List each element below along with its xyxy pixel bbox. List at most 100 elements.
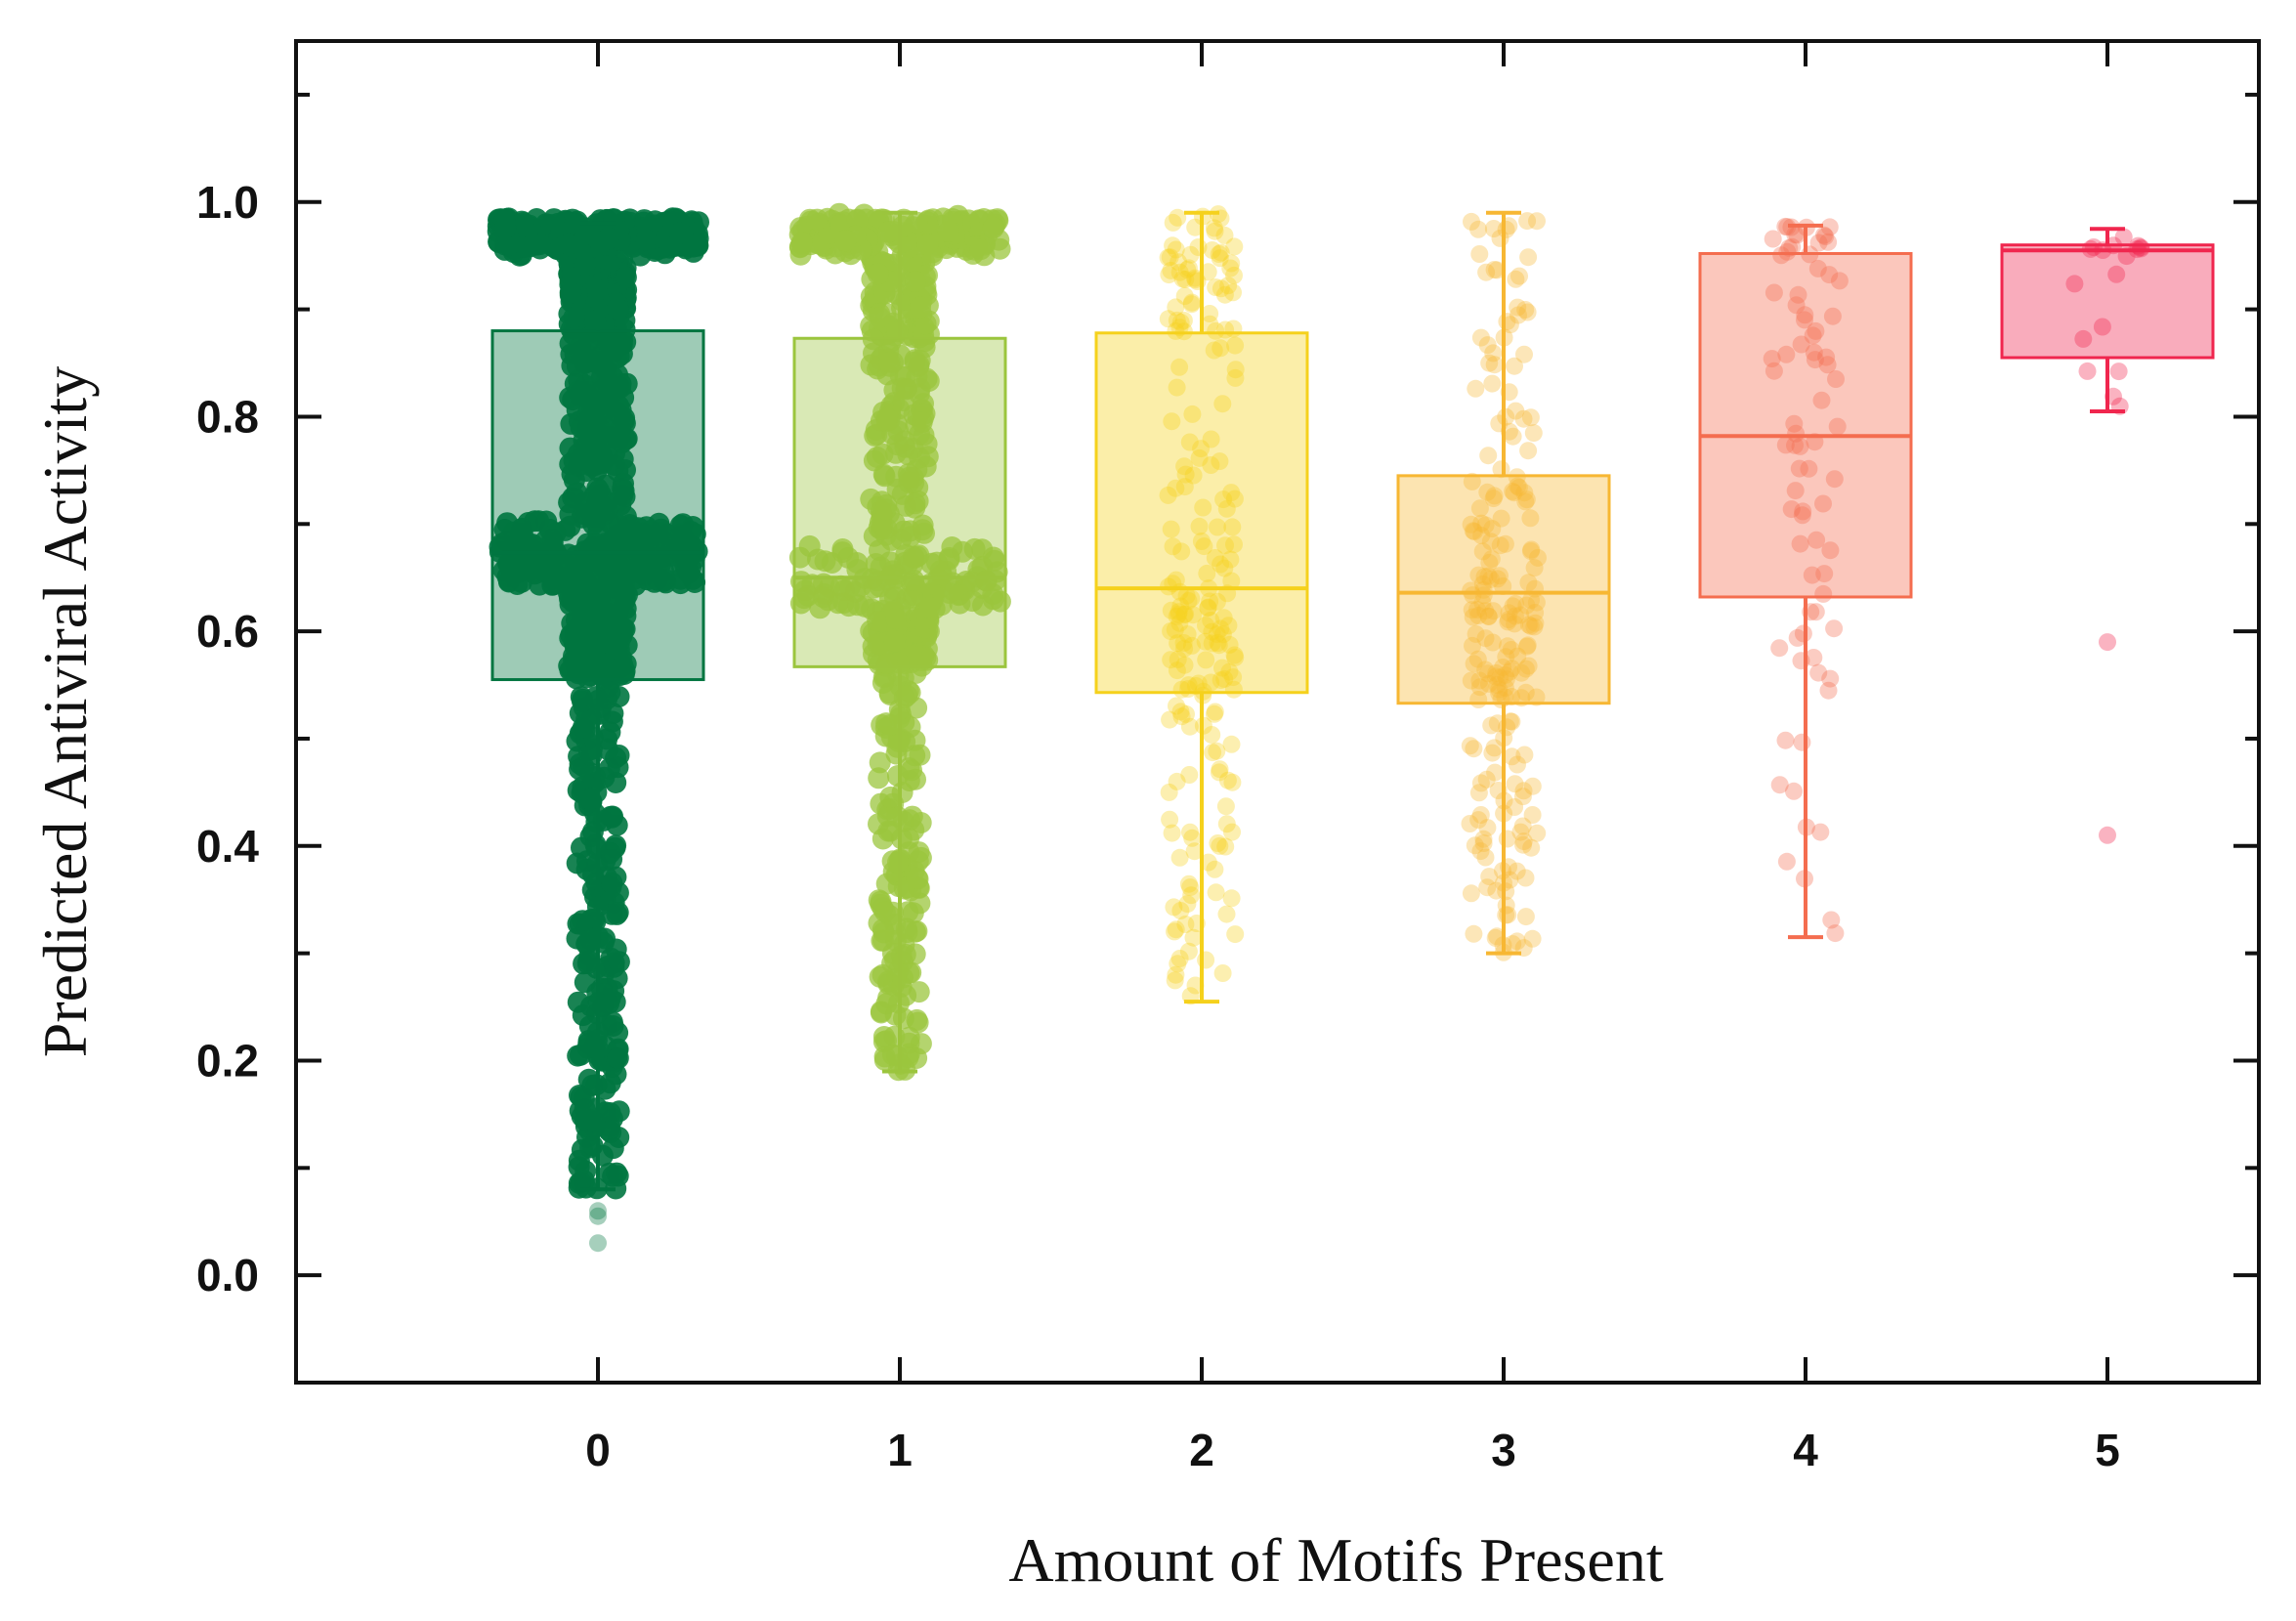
data-point — [676, 550, 699, 573]
data-point — [574, 583, 597, 606]
data-point — [1202, 456, 1220, 474]
data-point — [1166, 620, 1184, 639]
data-point — [814, 550, 836, 573]
data-point — [1222, 254, 1241, 273]
data-point — [910, 812, 932, 833]
data-point — [1215, 285, 1234, 304]
data-point — [1199, 853, 1217, 872]
data-point — [1172, 542, 1191, 561]
data-point — [608, 951, 630, 973]
data-point — [607, 1021, 629, 1044]
y-tick-label: 0.6 — [196, 606, 259, 657]
data-point — [1825, 619, 1844, 638]
data-point — [1167, 571, 1185, 589]
data-point — [904, 271, 926, 292]
data-point — [546, 573, 569, 595]
data-point — [598, 993, 619, 1015]
data-point — [1212, 339, 1230, 358]
data-point — [1470, 245, 1489, 263]
data-point — [1515, 345, 1533, 363]
data-point — [1203, 634, 1221, 653]
data-point — [1186, 269, 1205, 287]
data-point — [1197, 951, 1215, 969]
data-point — [1170, 848, 1189, 867]
data-point — [1168, 697, 1185, 715]
data-point — [616, 428, 638, 449]
data-point — [1483, 374, 1502, 393]
data-point — [671, 513, 694, 535]
data-point — [1201, 315, 1219, 333]
data-point — [1192, 440, 1211, 458]
data-point — [1162, 261, 1180, 279]
data-point — [550, 556, 573, 578]
data-point — [1224, 283, 1242, 302]
data-point — [599, 559, 621, 581]
data-point — [1497, 906, 1515, 924]
data-point — [591, 353, 614, 375]
data-point — [613, 387, 635, 408]
data-point — [892, 390, 914, 412]
data-point — [559, 587, 580, 610]
data-point — [1165, 898, 1183, 917]
data-point — [812, 586, 834, 609]
data-point — [606, 903, 628, 925]
data-point — [1462, 884, 1480, 903]
data-point — [869, 965, 891, 988]
data-point — [1161, 810, 1179, 829]
data-point — [1170, 263, 1189, 281]
data-point — [1212, 243, 1230, 262]
data-point — [1180, 717, 1199, 736]
data-point — [1204, 744, 1222, 762]
data-point — [1180, 433, 1199, 451]
data-point — [1524, 424, 1543, 443]
data-point — [1207, 278, 1225, 296]
data-point — [1212, 619, 1230, 638]
data-point — [1225, 646, 1244, 664]
data-point — [1159, 486, 1177, 504]
data-point — [502, 521, 525, 543]
data-point — [572, 716, 594, 739]
data-point — [1167, 479, 1185, 497]
outlier-point — [589, 1202, 607, 1220]
data-point — [1223, 823, 1241, 841]
data-point — [1176, 916, 1195, 933]
box-iqr — [1094, 331, 1309, 695]
data-point — [1225, 535, 1243, 554]
data-point — [1516, 869, 1535, 887]
data-point — [908, 354, 930, 376]
data-point — [1213, 964, 1232, 982]
data-point — [914, 313, 937, 335]
data-point — [577, 950, 600, 972]
data-point — [1175, 639, 1194, 658]
data-point — [872, 672, 894, 694]
data-point — [584, 310, 607, 332]
data-point — [1179, 592, 1198, 610]
data-point — [1202, 612, 1220, 629]
data-point — [1171, 313, 1190, 331]
data-point — [607, 460, 629, 482]
data-point — [1168, 378, 1186, 397]
data-point — [893, 520, 914, 542]
data-point — [569, 608, 591, 630]
data-point — [1523, 777, 1542, 795]
data-point — [1811, 823, 1830, 841]
data-point — [574, 254, 596, 277]
data-point — [2109, 363, 2128, 381]
data-point — [1166, 971, 1184, 990]
data-point — [885, 607, 908, 629]
data-point — [898, 961, 920, 984]
data-point — [876, 805, 899, 828]
data-point — [1519, 248, 1538, 267]
data-point — [1162, 651, 1180, 669]
data-point — [575, 858, 598, 880]
data-point — [528, 510, 550, 533]
data-point — [1175, 606, 1194, 623]
data-point — [798, 534, 821, 557]
data-point — [1182, 886, 1201, 905]
data-point — [911, 411, 933, 434]
data-point — [1159, 248, 1177, 267]
data-point — [1206, 703, 1224, 721]
data-point — [908, 544, 930, 567]
data-point — [1223, 773, 1242, 791]
data-point — [1197, 617, 1214, 635]
